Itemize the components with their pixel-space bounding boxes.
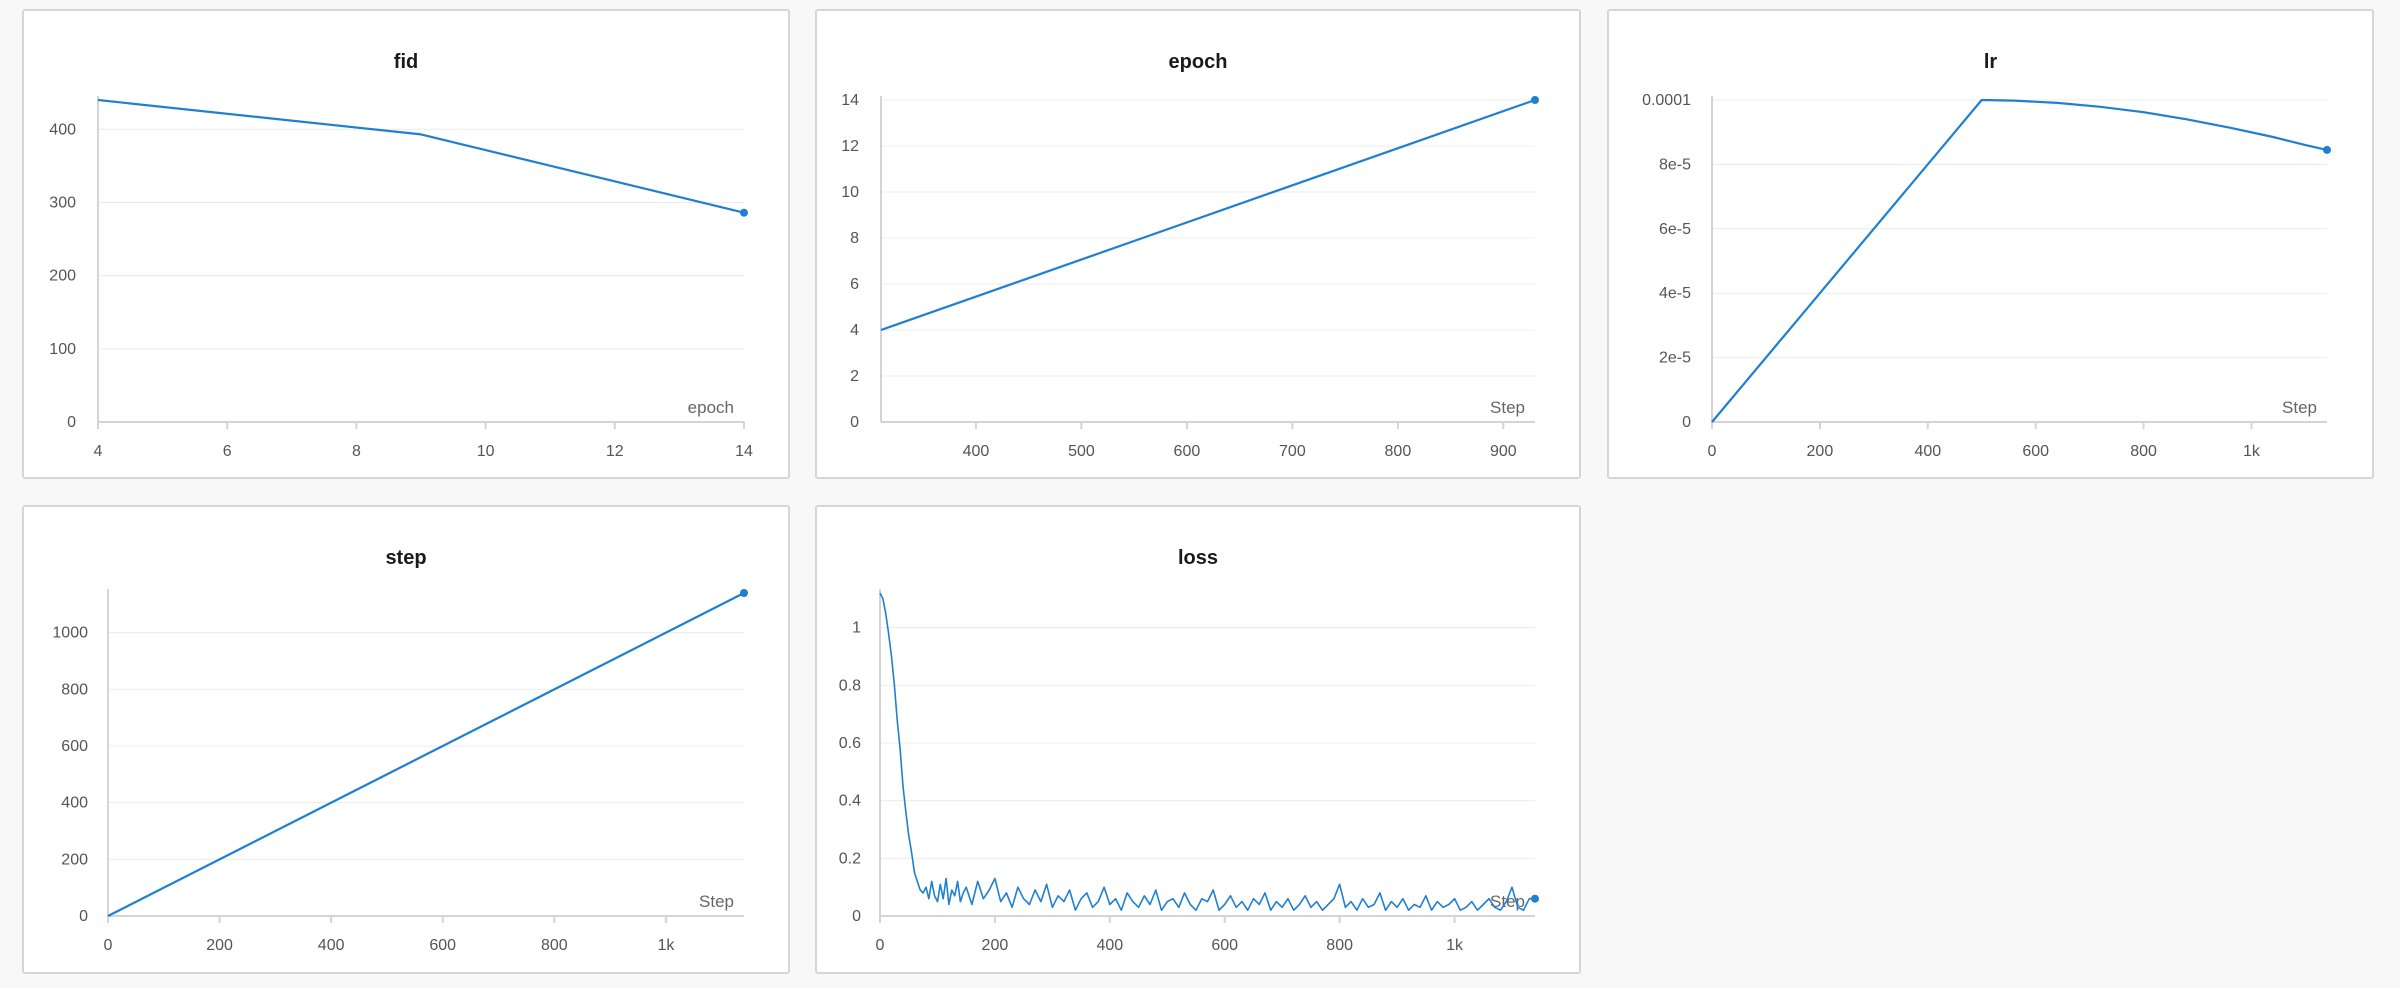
- epoch-y-tick-label: 10: [841, 184, 859, 201]
- fid-chart-title: fid: [394, 51, 418, 73]
- epoch-y-tick-label: 4: [850, 322, 859, 339]
- step-x-tick-label: 0: [104, 937, 113, 954]
- fid-x-tick-label: 8: [352, 443, 361, 460]
- step-chart: step 0 200 400 600 800 1000 0 200 400 600 800 1k Step: [52, 547, 748, 954]
- fid-x-tick-label: 12: [606, 443, 624, 460]
- fid-last-point: [740, 208, 748, 217]
- step-y-tick-label: 600: [61, 738, 88, 755]
- fid-series-line: [97, 98, 745, 214]
- loss-y-tick-label: 0.8: [839, 677, 861, 694]
- panel-fid[interactable]: fid 0 100 200 300 400 4 6 8 10 12 14 epoch: [22, 9, 790, 479]
- fid-y-tick-label: 100: [49, 341, 76, 358]
- loss-series-line: [879, 592, 1535, 912]
- panel-loss[interactable]: loss 0 0.2 0.4 0.6 0.8 1 0 200 400 600 800 1k Step: [815, 505, 1581, 974]
- lr-chart: lr 0 2e-5 4e-5 6e-5 8e-5 0.0001 0 200 400 600 800 1k…: [1642, 51, 2331, 460]
- epoch-y-tick-label: 8: [850, 230, 859, 247]
- lr-y-tick-label: 0.0001: [1642, 92, 1691, 109]
- epoch-y-tick-label: 14: [841, 92, 859, 109]
- step-y-tick-label: 200: [61, 851, 88, 868]
- epoch-y-tick-label: 6: [850, 276, 859, 293]
- fid-y-tick-label: 200: [49, 268, 76, 285]
- lr-y-tick-label: 4e-5: [1659, 285, 1691, 302]
- loss-x-tick-label: 600: [1211, 937, 1238, 954]
- epoch-y-tick-label: 12: [841, 138, 859, 155]
- fid-x-tick-label: 14: [735, 443, 753, 460]
- fid-x-tick-label: 4: [94, 443, 103, 460]
- panel-epoch[interactable]: epoch 0 2 4 6 8 10 12 14 400 500 600 700 800 900 Step: [815, 9, 1581, 479]
- epoch-y-tick-label: 0: [850, 414, 859, 431]
- loss-y-tick-label: 0.6: [839, 735, 861, 752]
- fid-chart: fid 0 100 200 300 400 4 6 8 10 12 14 epoch: [49, 51, 753, 460]
- lr-chart-title: lr: [1984, 51, 1998, 73]
- epoch-chart-title: epoch: [1169, 51, 1228, 73]
- loss-y-tick-label: 0: [852, 908, 861, 925]
- loss-chart: loss 0 0.2 0.4 0.6 0.8 1 0 200 400 600 800 1k Step: [839, 547, 1539, 954]
- epoch-series-line: [880, 98, 1536, 332]
- lr-series-line: [1711, 98, 2328, 423]
- epoch-chart: epoch 0 2 4 6 8 10 12 14 400 500 600 700 800 900 Step: [841, 51, 1539, 460]
- loss-x-axis-label: Step: [1490, 892, 1525, 911]
- lr-y-tick-label: 6e-5: [1659, 221, 1691, 238]
- fid-y-tick-label: 300: [49, 194, 76, 211]
- loss-x-tick-label: 1k: [1446, 937, 1464, 954]
- fid-y-tick-label: 400: [49, 121, 76, 138]
- epoch-x-tick-label: 400: [963, 443, 990, 460]
- lr-y-tick-label: 0: [1682, 414, 1691, 431]
- epoch-x-tick-label: 900: [1490, 443, 1517, 460]
- step-x-tick-label: 200: [206, 937, 233, 954]
- fid-x-tick-label: 6: [223, 443, 232, 460]
- lr-x-axis-label: Step: [2282, 398, 2317, 417]
- step-x-axis-label: Step: [699, 892, 734, 911]
- lr-last-point: [2323, 145, 2331, 154]
- step-chart-title: step: [385, 547, 426, 569]
- loss-y-tick-label: 0.2: [839, 850, 861, 867]
- fid-x-axis-label: epoch: [688, 398, 734, 417]
- lr-y-tick-label: 8e-5: [1659, 156, 1691, 173]
- panel-lr[interactable]: lr 0 2e-5 4e-5 6e-5 8e-5 0.0001 0 200 400 600 800 1k…: [1607, 9, 2374, 479]
- loss-y-tick-label: 1: [852, 620, 861, 637]
- epoch-x-tick-label: 600: [1174, 443, 1201, 460]
- epoch-x-tick-label: 700: [1279, 443, 1306, 460]
- loss-chart-title: loss: [1178, 547, 1218, 569]
- loss-y-tick-label: 0.4: [839, 793, 861, 810]
- fid-y-tick-label: 0: [67, 414, 76, 431]
- lr-x-tick-label: 400: [1914, 443, 1941, 460]
- step-x-tick-label: 400: [318, 937, 345, 954]
- step-x-tick-label: 800: [541, 937, 568, 954]
- lr-x-tick-label: 600: [2022, 443, 2049, 460]
- epoch-x-tick-label: 500: [1068, 443, 1095, 460]
- step-y-tick-label: 800: [61, 681, 88, 698]
- lr-x-tick-label: 200: [1807, 443, 1834, 460]
- loss-x-tick-label: 400: [1096, 937, 1123, 954]
- step-x-tick-label: 1k: [657, 937, 675, 954]
- step-x-tick-label: 600: [429, 937, 456, 954]
- epoch-y-tick-label: 2: [850, 368, 859, 385]
- step-series-line: [107, 592, 745, 917]
- loss-x-tick-label: 0: [876, 937, 885, 954]
- step-last-point: [740, 589, 748, 597]
- lr-y-tick-label: 2e-5: [1659, 350, 1691, 367]
- lr-x-tick-label: 1k: [2243, 443, 2261, 460]
- epoch-x-tick-label: 800: [1385, 443, 1412, 460]
- lr-x-tick-label: 800: [2130, 443, 2157, 460]
- fid-x-tick-label: 10: [477, 443, 495, 460]
- loss-last-point: [1531, 894, 1539, 903]
- step-y-tick-label: 1000: [52, 625, 88, 642]
- lr-x-tick-label: 0: [1708, 443, 1717, 460]
- loss-x-tick-label: 200: [982, 937, 1009, 954]
- epoch-x-axis-label: Step: [1490, 398, 1525, 417]
- epoch-last-point: [1531, 96, 1539, 104]
- panel-step[interactable]: step 0 200 400 600 800 1000 0 200 400 600 800 1k Step: [22, 505, 790, 974]
- loss-x-tick-label: 800: [1326, 937, 1353, 954]
- step-y-tick-label: 400: [61, 795, 88, 812]
- step-y-tick-label: 0: [79, 908, 88, 925]
